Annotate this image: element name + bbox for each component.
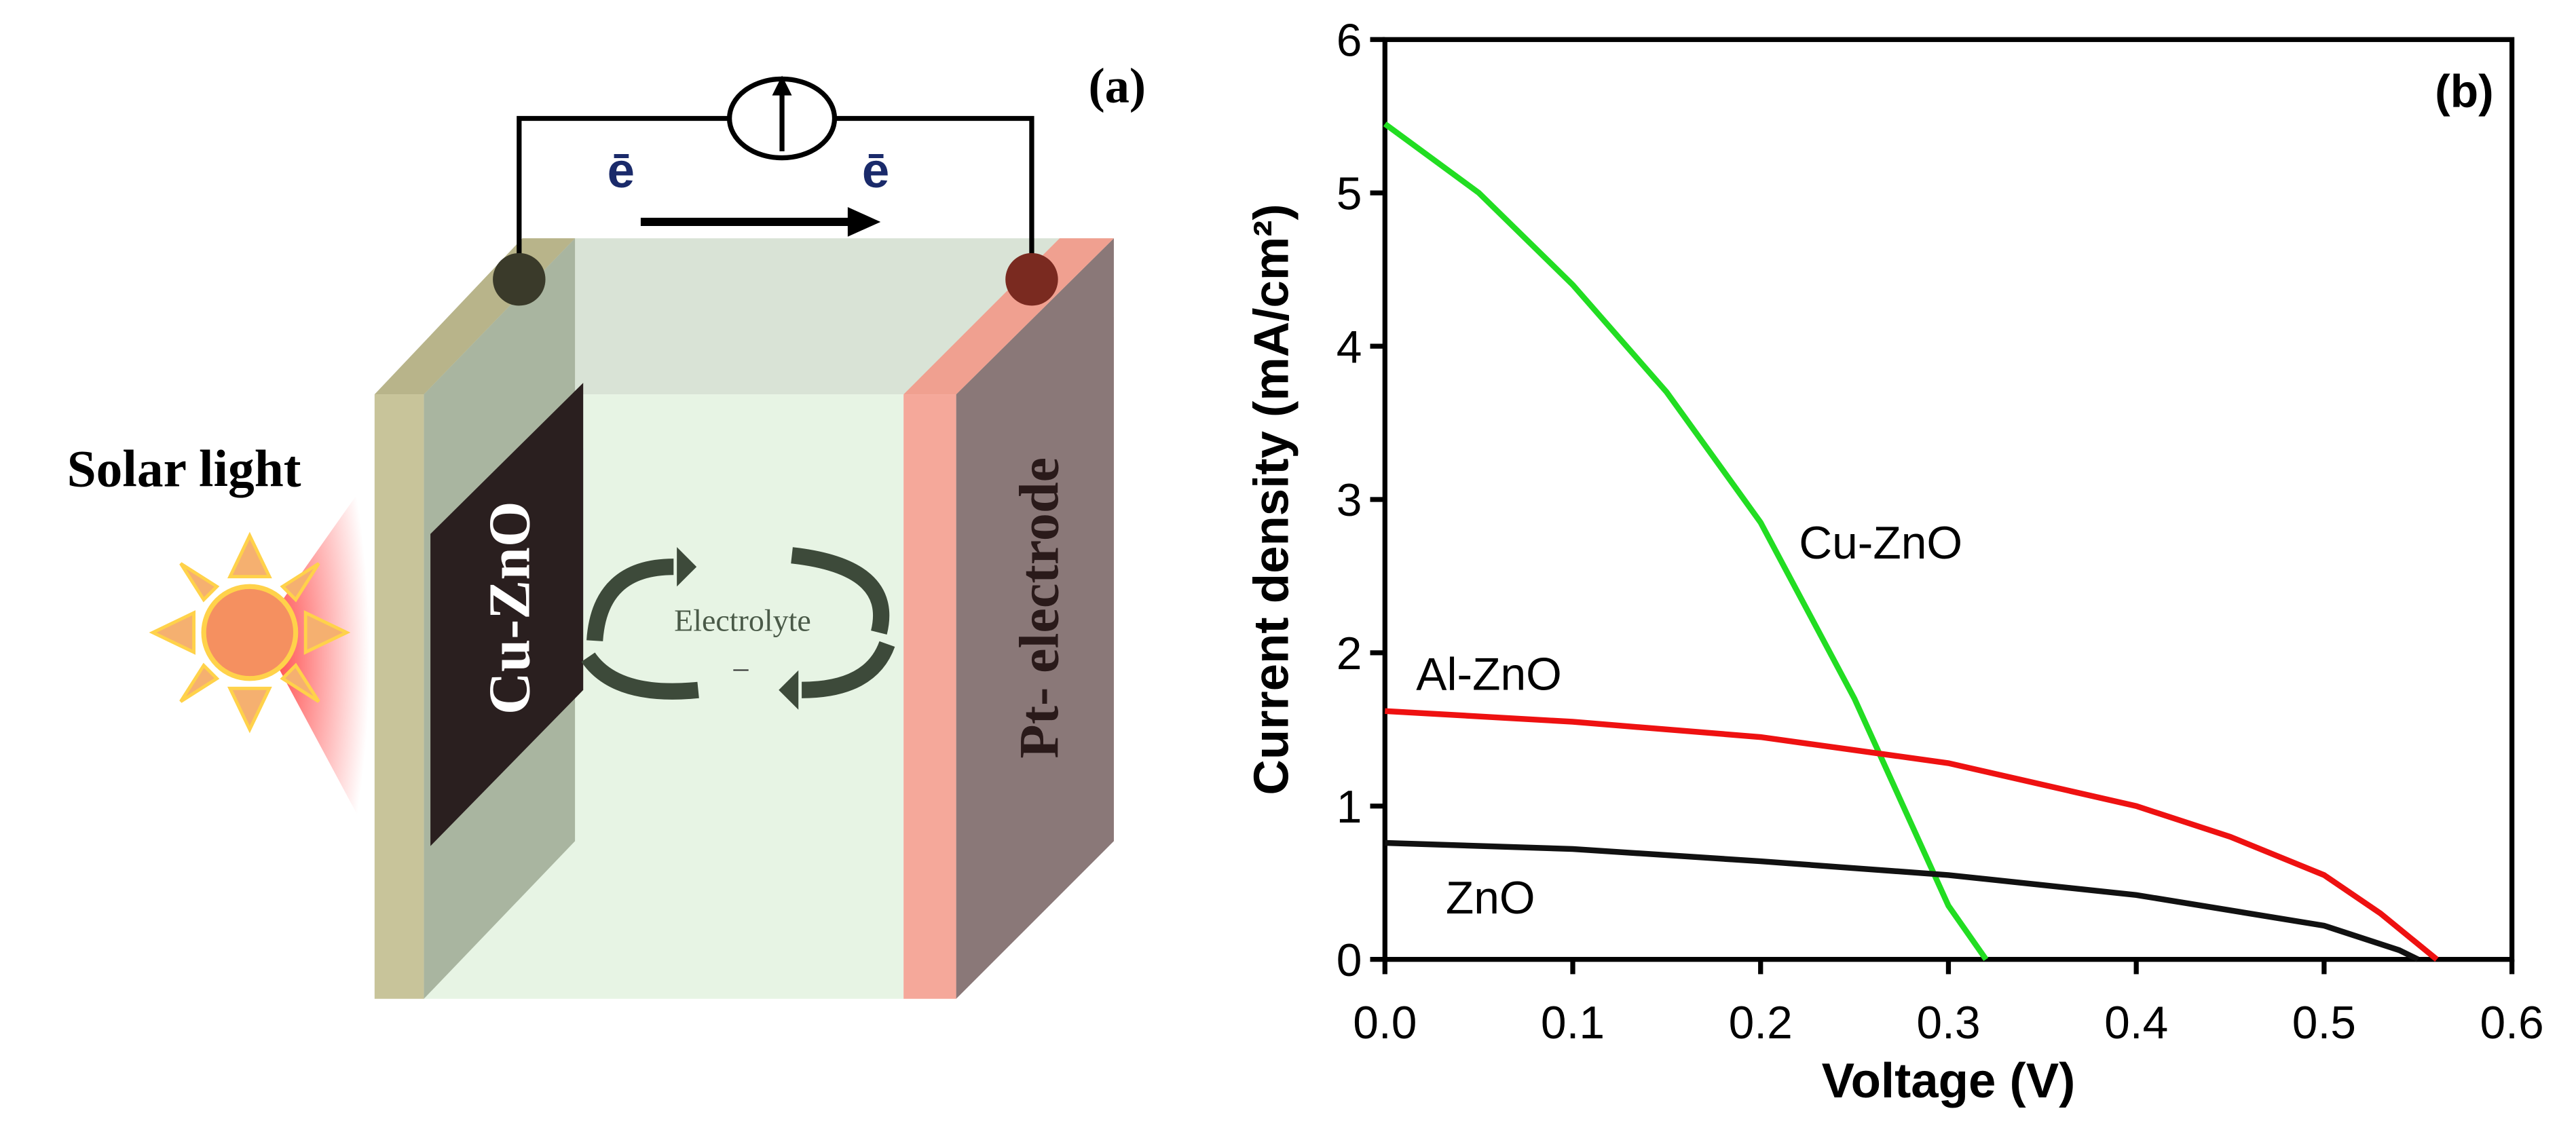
x-tick-label: 0.5 — [2292, 998, 2356, 1049]
electrode-top — [903, 238, 1114, 395]
series-label: ZnO — [1446, 873, 1535, 924]
contact — [1005, 252, 1058, 306]
x-tick-label: 0.0 — [1353, 998, 1417, 1049]
series-label: Al-ZnO — [1416, 649, 1562, 700]
cycle-arrow — [801, 641, 895, 698]
x-tick-label: 0.1 — [1541, 998, 1605, 1049]
sun-rays — [149, 531, 351, 734]
cycle-arrow — [791, 547, 890, 635]
y-tick-label: 6 — [1337, 16, 1362, 67]
light-label: Solar light — [67, 440, 301, 498]
x-tick-label: 0.2 — [1729, 998, 1793, 1049]
y-tick-label: 0 — [1337, 935, 1362, 986]
series-line — [1385, 839, 2420, 962]
wire — [517, 115, 730, 280]
glass-front — [374, 394, 424, 999]
x-tick-label: 0.4 — [2104, 998, 2168, 1049]
photoanode-label: Cu-ZnO — [476, 501, 542, 715]
electron-label: ē — [862, 143, 889, 198]
x-axis-title: Voltage (V) — [1822, 1053, 2076, 1108]
y-tick-label: 4 — [1337, 322, 1362, 373]
y-axis-title: Current density (mA/cm²) — [1244, 204, 1299, 795]
y-tick-label: 5 — [1337, 168, 1362, 219]
light-glow — [259, 476, 370, 838]
x-tick-label: 0.3 — [1916, 998, 1980, 1049]
cycle-arrow — [581, 652, 699, 700]
x-tick-label: 0.6 — [2480, 998, 2544, 1049]
cell-diagram: Solar light Cu-ZnO Pt- electrode Electro… — [67, 58, 1146, 999]
electrode-label: Pt- electrode — [1009, 457, 1070, 759]
y-tick-label: 3 — [1337, 475, 1362, 526]
panel-label: (a) — [1088, 58, 1146, 113]
y-tick-label: 2 — [1337, 628, 1362, 679]
electrolyte-label: Electrolyte — [674, 603, 811, 638]
electrode-side — [956, 238, 1114, 999]
plot-frame — [1382, 37, 2515, 962]
photoanode — [430, 383, 584, 846]
series-line — [1385, 708, 2439, 962]
wire — [834, 115, 1034, 280]
cycle-arrow — [586, 559, 674, 642]
panel-label: (b) — [2435, 67, 2494, 117]
electron-label: ē — [608, 143, 635, 198]
cycle-arrowhead — [779, 670, 799, 710]
meter-arrow — [772, 75, 792, 96]
sun — [201, 584, 299, 681]
electrolyte-sign: – — [733, 651, 749, 683]
chart: (b) Voltage (V) Current density (mA/cm²)… — [1244, 16, 2544, 1108]
series-label: Cu-ZnO — [1799, 518, 1962, 569]
contact — [493, 252, 546, 306]
electron-arrowhead — [847, 207, 881, 237]
cycle-arrowhead — [677, 547, 697, 587]
electrode-front — [903, 394, 956, 999]
y-tick-label: 1 — [1337, 782, 1362, 833]
